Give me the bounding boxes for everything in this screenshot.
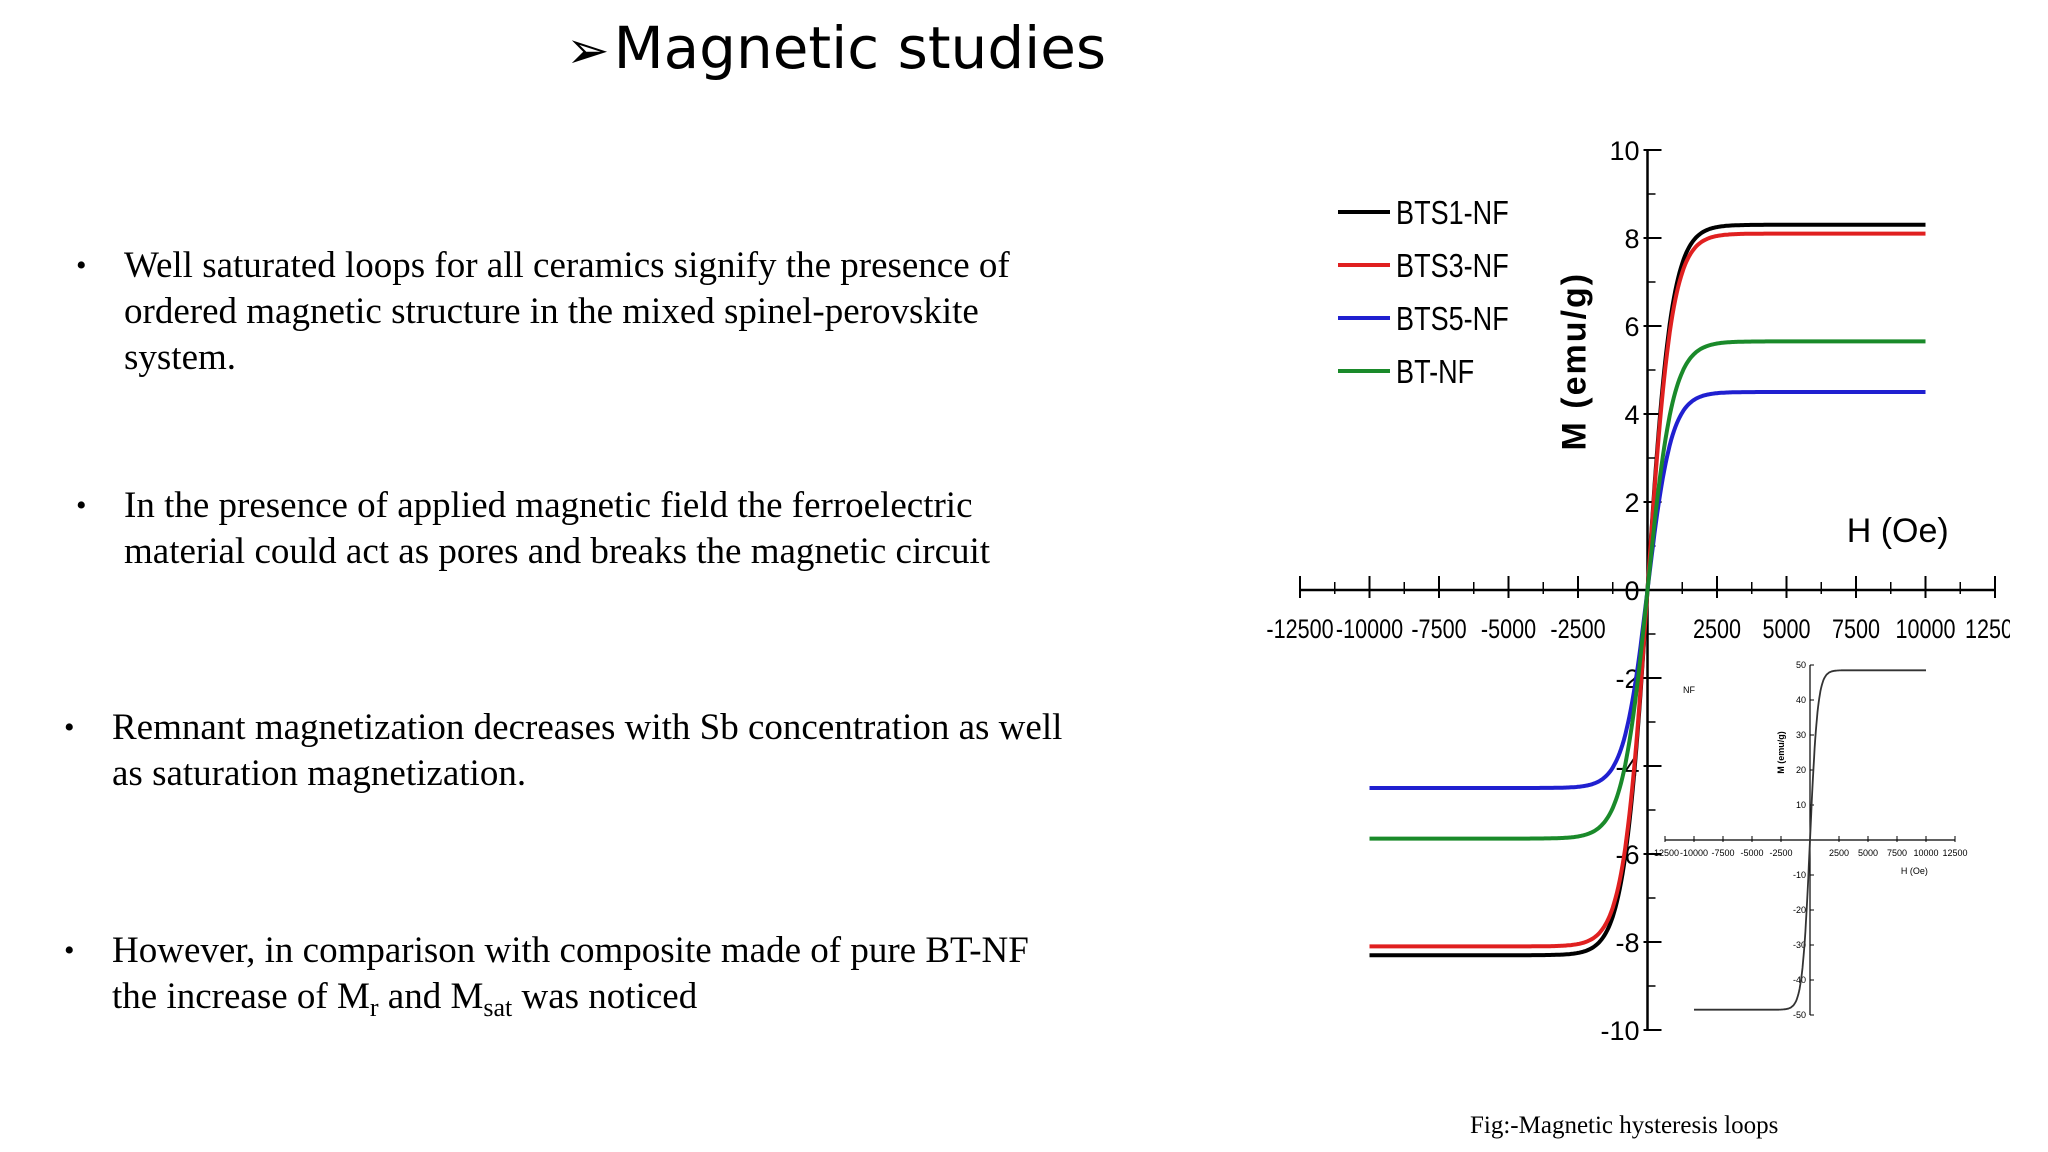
x-tick-label: 5000 (1762, 615, 1810, 645)
inset-series-line (1694, 669, 1926, 1011)
inset-x-tick-label: 12500 (1942, 848, 1967, 858)
inset-x-tick-label: 5000 (1858, 848, 1878, 858)
inset-x-tick-label: -5000 (1740, 848, 1763, 858)
bullet-item-4: • However, in comparison with composite … (64, 928, 1072, 1031)
inset-y-axis-label: M (emu/g) (1776, 731, 1786, 774)
y-tick-label: 0 (1624, 576, 1639, 606)
inset-y-tick-label: -50 (1793, 1010, 1806, 1020)
subscript-sat: sat (483, 993, 513, 1022)
y-tick-label: -8 (1615, 928, 1639, 958)
inset-x-tick-label: -2500 (1769, 848, 1792, 858)
inset-y-tick-label: -40 (1793, 975, 1806, 985)
y-tick-label: 8 (1624, 224, 1639, 254)
bullet-text-3: Remnant magnetization decreases with Sb … (112, 707, 1063, 794)
inset-y-tick-label: -30 (1793, 940, 1806, 950)
inset-x-tick-label: -12500 (1651, 848, 1679, 858)
inset-y-tick-label: 40 (1796, 695, 1806, 705)
inset-x-tick-label: 7500 (1887, 848, 1907, 858)
bullet-text-2: In the presence of applied magnetic fiel… (124, 485, 991, 572)
y-tick-label: 10 (1609, 136, 1639, 166)
bullet-dot: • (64, 934, 75, 967)
y-axis-label: M (emu/g) (1556, 272, 1594, 451)
slide-title-text: Magnetic studies (613, 14, 1107, 82)
y-tick-label: 4 (1624, 400, 1639, 430)
arrow-bullet-icon: ➢ (566, 21, 610, 81)
hysteresis-chart: -12500 -10000 -7500 -5000 -2500 2500 5000 7500 1… (1266, 136, 2010, 1040)
x-tick-label: 12500 (1965, 615, 2010, 645)
x-tick-label: -7500 (1411, 615, 1466, 645)
bullet-text-1: Well saturated loops for all ceramics si… (124, 245, 1010, 378)
bullet-item-1: • Well saturated loops for all ceramics … (76, 243, 1084, 381)
x-tick-label: -5000 (1481, 615, 1536, 645)
series-line-bt-nf (1369, 339, 1926, 841)
x-tick-label: -10000 (1336, 615, 1403, 645)
y-tick-label: 6 (1624, 312, 1639, 342)
slide-title: ➢Magnetic studies (566, 14, 1106, 82)
inset-y-tick-label: 30 (1796, 730, 1806, 740)
x-tick-label: 2500 (1693, 615, 1741, 645)
subscript-r: r (369, 993, 379, 1022)
legend-label: BT-NF (1396, 355, 1474, 391)
inset-x-tick-label: 2500 (1829, 848, 1849, 858)
legend-label: BTS1-NF (1396, 196, 1509, 232)
inset-y-tick-label: 10 (1796, 800, 1806, 810)
figure-caption: Fig:-Magnetic hysteresis loops (1470, 1112, 1779, 1139)
x-axis-label: H (Oe) (1847, 512, 1949, 550)
x-tick-label: 7500 (1832, 615, 1880, 645)
inset-title: NF (1683, 685, 1695, 695)
y-tick-label: 2 (1624, 488, 1639, 518)
x-tick-label: -2500 (1550, 615, 1605, 645)
inset-x-tick-label: -10000 (1680, 848, 1708, 858)
legend-label: BTS5-NF (1396, 302, 1509, 338)
inset-x-tick-label: -7500 (1711, 848, 1734, 858)
bullet-dot: • (64, 711, 75, 744)
legend-label: BTS3-NF (1396, 249, 1509, 285)
bullet-dot: • (76, 489, 87, 522)
inset-x-tick-label: 10000 (1913, 848, 1938, 858)
inset-y-tick-label: 50 (1796, 660, 1806, 670)
inset-x-axis-label: H (Oe) (1901, 866, 1928, 876)
bullet-text-4: However, in comparison with composite ma… (112, 930, 1029, 1022)
y-tick-label: -10 (1600, 1016, 1639, 1040)
bullet-item-2: • In the presence of applied magnetic fi… (76, 483, 1084, 575)
x-tick-label: -12500 (1266, 615, 1333, 645)
inset-y-tick-label: -10 (1793, 870, 1806, 880)
bullet-dot: • (76, 249, 87, 282)
bullet-item-3: • Remnant magnetization decreases with S… (64, 705, 1072, 797)
inset-y-tick-label: -20 (1793, 905, 1806, 915)
x-tick-label: 10000 (1895, 615, 1955, 645)
inset-y-tick-label: 20 (1796, 765, 1806, 775)
